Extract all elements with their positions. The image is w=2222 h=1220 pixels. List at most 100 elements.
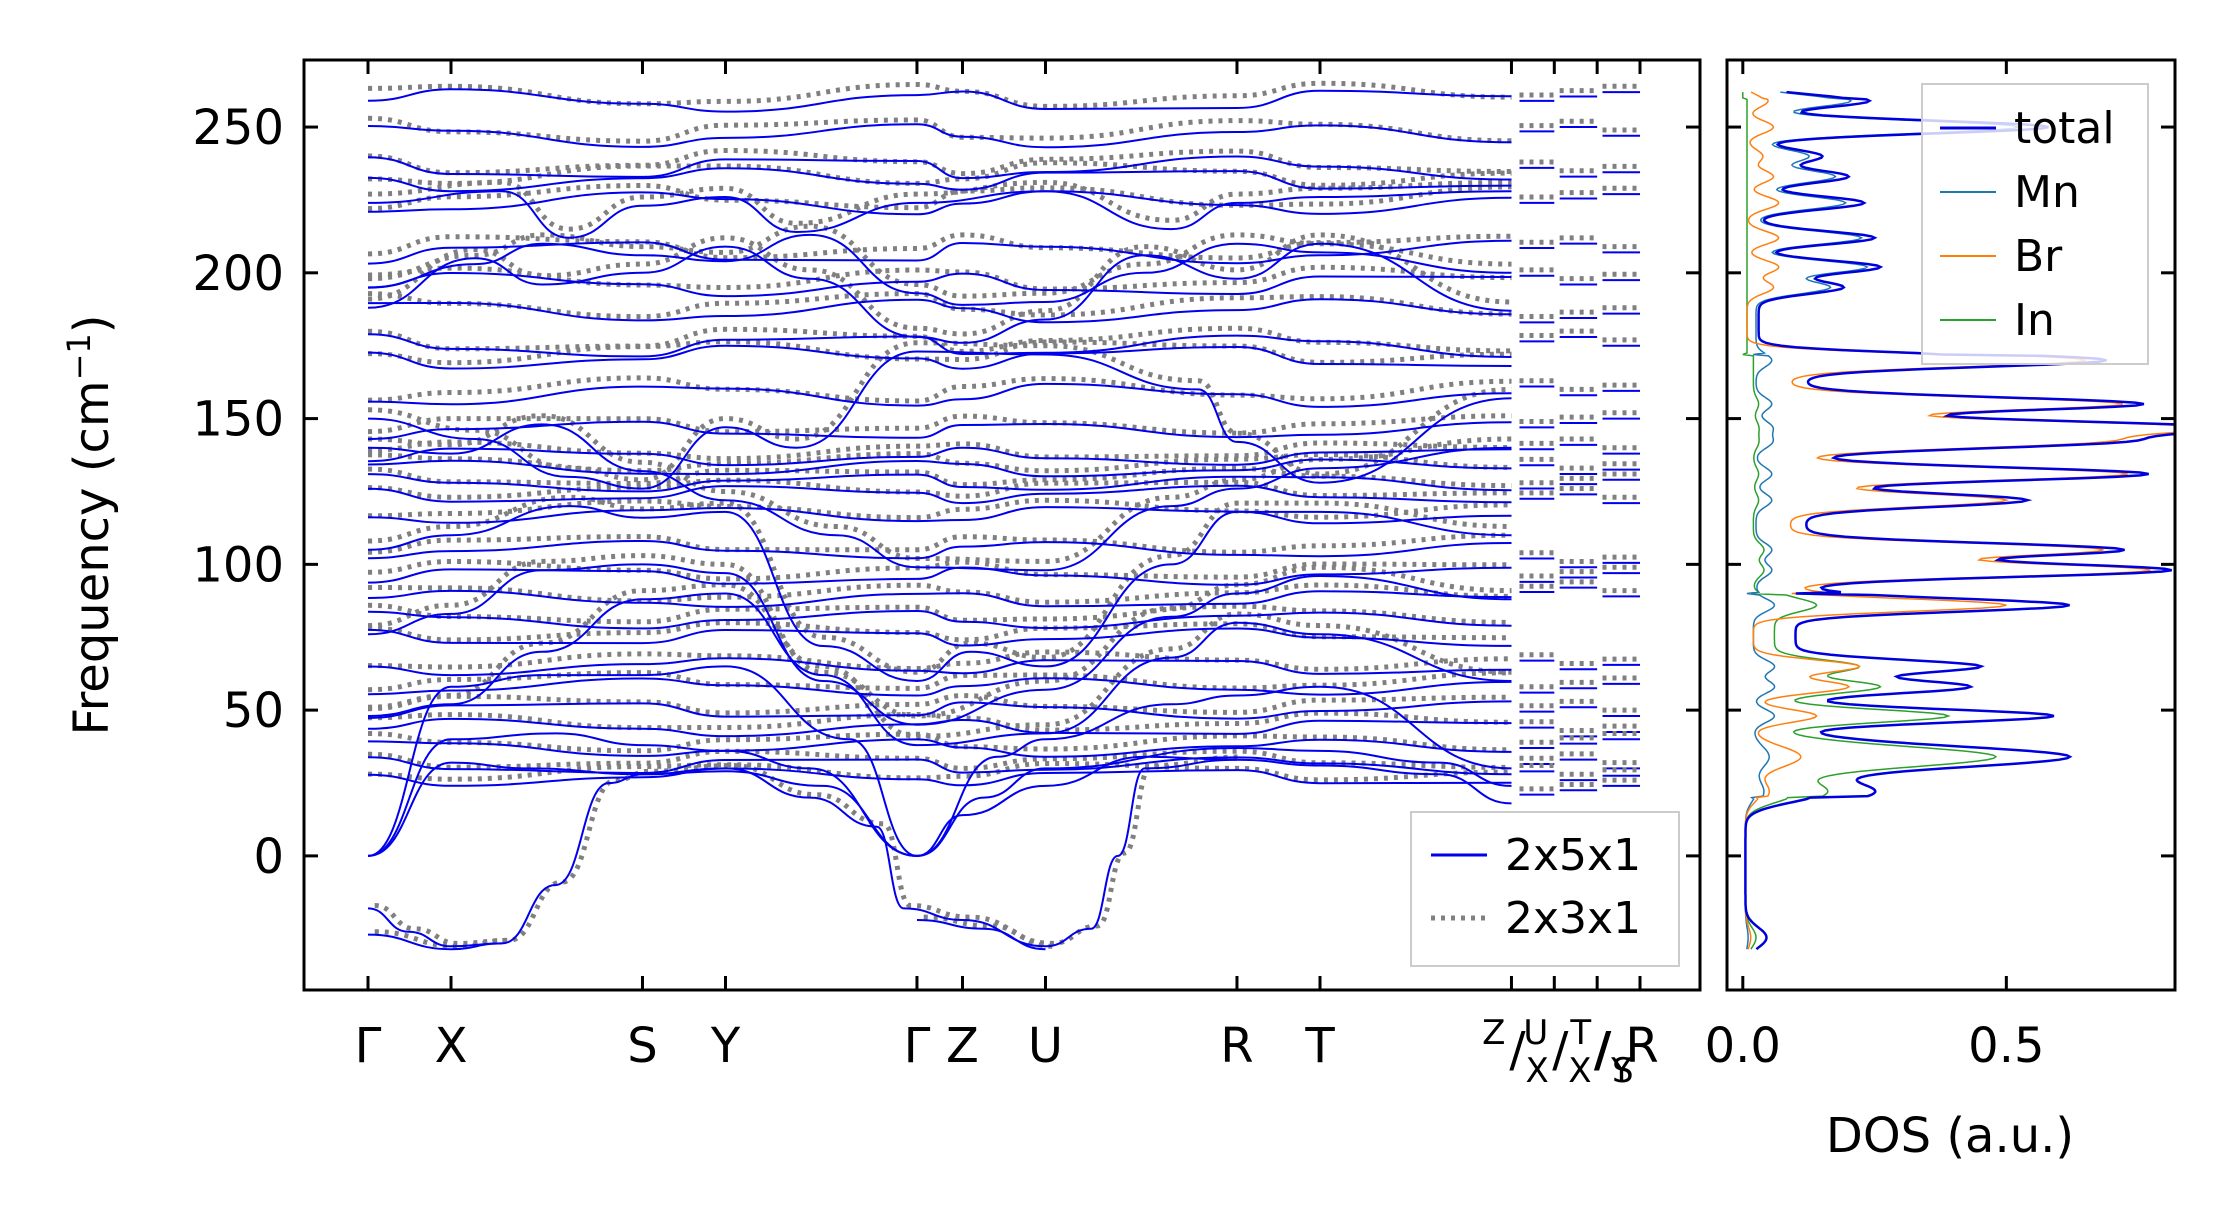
x-tick-label-upper: Z <box>1482 1013 1505 1053</box>
x-tick-label: Z <box>946 1018 979 1074</box>
band-2x5x1 <box>367 242 1512 344</box>
y-tick-label: 250 <box>192 100 284 156</box>
band-2x3x1 <box>367 80 1512 109</box>
band-2x5x1 <box>367 233 1512 306</box>
legend-label-in: In <box>2014 295 2055 346</box>
dos-legend: total Mn Br In <box>1921 83 2149 365</box>
band-2x3x1 <box>367 649 1512 672</box>
dos-curve-mn <box>1744 91 2020 950</box>
band-2x5x1 <box>367 592 1512 747</box>
x-tick-label: R <box>1220 1018 1253 1074</box>
x-tick-label: R <box>1625 1018 1658 1074</box>
band-2x3x1 <box>367 413 1512 436</box>
band-2x3x1 <box>367 115 1512 144</box>
x-tick-label-lower: X <box>1525 1051 1548 1091</box>
band-2x5x1 <box>367 190 1512 216</box>
band-2x3x1 <box>367 325 1512 354</box>
band-2x3x1 <box>367 340 1512 483</box>
band-2x5x1 <box>367 155 1512 181</box>
band-2x5x1 <box>367 933 502 951</box>
band-2x3x1 <box>367 232 1512 337</box>
legend-label-2x3x1: 2x3x1 <box>1505 893 1641 944</box>
x-tick-label-lower: Y <box>1610 1051 1632 1091</box>
dispersion-frame <box>302 58 1702 992</box>
band-2x5x1 <box>367 350 1512 490</box>
dispersion-legend: 2x5x1 2x3x1 <box>1410 811 1680 967</box>
band-2x5x1 <box>367 423 1512 572</box>
y-axis-ticks: 0 50 100 150 200 250 <box>192 100 1700 885</box>
band-2x5x1 <box>367 738 1512 758</box>
y-tick-label: 150 <box>192 392 284 448</box>
x-tick-label-slash: / <box>1552 1022 1569 1078</box>
dispersion-legend-box <box>1410 811 1680 967</box>
band-2x5x1 <box>367 123 1512 149</box>
band-2x5x1 <box>367 505 1512 683</box>
band-2x5x1 <box>367 657 1512 677</box>
band-2x3x1 <box>367 602 1512 625</box>
band-2x3x1 <box>367 710 1512 733</box>
band-2x5x1 <box>367 767 1512 787</box>
band-2x5x1 <box>367 473 1512 493</box>
band-2x5x1 <box>367 190 1512 239</box>
band-2x3x1 <box>367 494 1512 675</box>
x-tick-label: U <box>1028 1018 1063 1074</box>
band-2x3x1 <box>367 477 1512 500</box>
band-2x5x1 <box>367 167 1512 193</box>
band-2x5x1 <box>367 700 1512 720</box>
band-2x3x1 <box>367 558 1512 582</box>
x-tick-label-slash: / <box>1595 1022 1612 1078</box>
band-2x5x1 <box>367 609 1512 630</box>
legend-label-br: Br <box>2014 231 2063 282</box>
x-tick-label-upper: T <box>1569 1013 1591 1053</box>
y-tick-label: 0 <box>253 829 284 885</box>
dos-x-axis-title: DOS (a.u.) <box>1826 1108 2074 1164</box>
band-2x5x1 <box>367 563 1512 726</box>
x-tick-label: Γ <box>904 1018 931 1074</box>
band-2x3x1 <box>367 182 1512 212</box>
band-2x5x1 <box>367 677 1512 697</box>
y-tick-label: 50 <box>223 683 284 739</box>
band-2x3x1 <box>367 532 1512 555</box>
x-tick-label-slash: / <box>1594 1022 1611 1078</box>
band-2x5x1 <box>367 298 1512 324</box>
dos-x-tick-label: 0.5 <box>1968 1018 2044 1074</box>
band-2x3x1 <box>367 620 1512 643</box>
legend-label-mn: Mn <box>2014 167 2080 218</box>
band-2x3x1 <box>367 451 1512 474</box>
band-2x5x1 <box>367 755 1512 857</box>
band-2x3x1 <box>367 693 1512 716</box>
band-2x3x1 <box>367 553 1512 719</box>
band-2x3x1 <box>367 160 1512 188</box>
dos-curve-br <box>1744 91 2175 950</box>
band-2x3x1 <box>367 339 1512 366</box>
band-2x5x1 <box>367 758 1238 948</box>
x-tick-label: Γ <box>355 1018 382 1074</box>
band-2x5x1 <box>367 539 1512 560</box>
x-tick-label-slash: / <box>1509 1022 1526 1078</box>
x-tick-label: Y <box>710 1018 741 1074</box>
band-2x3x1 <box>367 748 1512 771</box>
x-tick-label-lower: S <box>1612 1051 1634 1091</box>
band-2x5x1 <box>367 382 1512 408</box>
band-2x3x1 <box>367 582 1512 605</box>
y-tick-label: 100 <box>192 537 284 593</box>
band-2x5x1 <box>367 458 1512 478</box>
band-2x5x1 <box>367 627 1512 647</box>
band-2x5x1 <box>916 919 1046 951</box>
band-2x5x1 <box>367 732 1512 857</box>
dos-curve-in <box>1742 92 1998 950</box>
band-2x5x1 <box>367 446 1512 467</box>
dos-lines <box>1742 90 2175 951</box>
legend-label-total: total <box>2014 103 2115 154</box>
band-2x5x1 <box>367 506 1512 525</box>
band-2x3x1 <box>367 375 1512 404</box>
dos-panel: 0.0 0.5 DOS (a.u.) total Mn Br In <box>1705 58 2177 1164</box>
band-lines <box>367 80 1640 951</box>
x-axis-ticks: Γ X S Y Γ Z U R T Z / XU / XT / Y/SR <box>355 60 1659 1091</box>
x-tick-label: X <box>435 1018 468 1074</box>
band-2x5x1 <box>367 344 1512 370</box>
dos-frame <box>1725 58 2177 992</box>
band-2x3x1 <box>367 291 1512 320</box>
